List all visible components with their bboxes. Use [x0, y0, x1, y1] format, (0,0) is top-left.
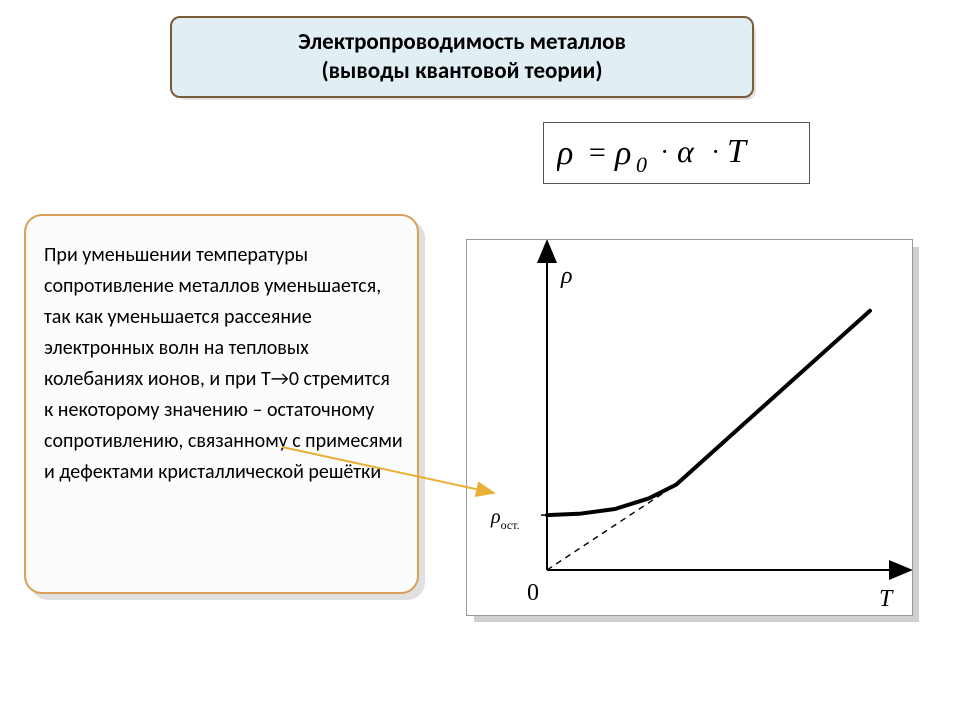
- chart-box: ρ T 0 ρост.: [466, 239, 913, 616]
- chart-svg: ρ T 0 ρост.: [467, 240, 912, 615]
- svg-text:0: 0: [527, 580, 539, 606]
- slide: Электропроводимость металлов (выводы ква…: [0, 0, 960, 720]
- description-text: При уменьшении температуры сопротивление…: [44, 243, 403, 484]
- svg-text:=: =: [587, 136, 607, 169]
- formula-box: ρ = ρ 0 · α · T: [543, 122, 810, 184]
- svg-text:ρ: ρ: [557, 135, 573, 172]
- title-box: Электропроводимость металлов (выводы ква…: [170, 16, 754, 98]
- svg-text:T: T: [879, 586, 894, 612]
- title-line-2: (выводы квантовой теории): [321, 57, 602, 86]
- svg-text:·: ·: [712, 137, 719, 166]
- svg-text:α: α: [677, 133, 695, 169]
- title-line-1: Электропроводимость металлов: [298, 28, 626, 57]
- svg-text:·: ·: [661, 137, 668, 166]
- formula-svg: ρ = ρ 0 · α · T: [557, 132, 797, 174]
- svg-text:ρост.: ρост.: [490, 506, 520, 532]
- svg-text:ρ: ρ: [560, 263, 573, 289]
- svg-text:ρ: ρ: [614, 135, 631, 172]
- text-box: При уменьшении температуры сопротивление…: [24, 214, 419, 594]
- svg-text:0: 0: [636, 152, 647, 174]
- svg-text:T: T: [727, 133, 748, 170]
